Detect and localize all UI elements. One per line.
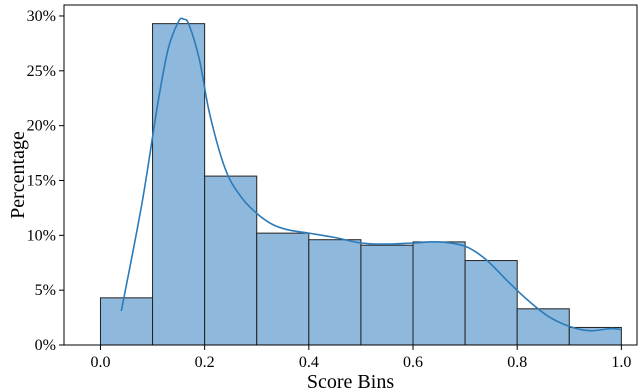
plot-frame — [63, 4, 638, 346]
histogram-bar-5 — [360, 244, 414, 346]
x-tick-label: 0.8 — [507, 354, 527, 371]
x-tick-label: 0.6 — [403, 354, 423, 371]
x-tick-label: 0.0 — [90, 354, 110, 371]
histogram-bar-6 — [412, 241, 466, 346]
kde-curve — [120, 17, 622, 332]
histogram-bar-3 — [256, 232, 310, 346]
histogram-bar-0 — [99, 297, 154, 346]
histogram-bar-7 — [464, 260, 518, 346]
histogram-bar-2 — [204, 175, 258, 346]
y-tick-label: 5% — [35, 282, 56, 299]
histogram-bar-8 — [516, 308, 570, 346]
y-tick-label: 30% — [27, 8, 56, 25]
x-axis-label: Score Bins — [307, 371, 394, 391]
y-tick-label: 10% — [27, 227, 56, 244]
y-tick-label: 20% — [27, 118, 56, 135]
x-tick-label: 0.4 — [299, 354, 319, 371]
y-tick-label: 0% — [35, 337, 56, 354]
bars-group — [99, 23, 622, 346]
x-axis-ticks: 0.0 0.2 0.4 0.6 0.8 1.0 — [90, 345, 631, 371]
y-axis-label: Percentage — [7, 131, 29, 219]
histogram-bar-4 — [308, 239, 362, 346]
x-tick-label: 0.2 — [195, 354, 215, 371]
histogram-bar-1 — [152, 23, 206, 346]
y-axis-ticks: 0% 5% 10% 15% 20% 25% 30% — [27, 8, 64, 354]
y-tick-label: 15% — [27, 172, 56, 189]
y-tick-label: 25% — [27, 63, 56, 80]
x-tick-label: 1.0 — [611, 354, 631, 371]
